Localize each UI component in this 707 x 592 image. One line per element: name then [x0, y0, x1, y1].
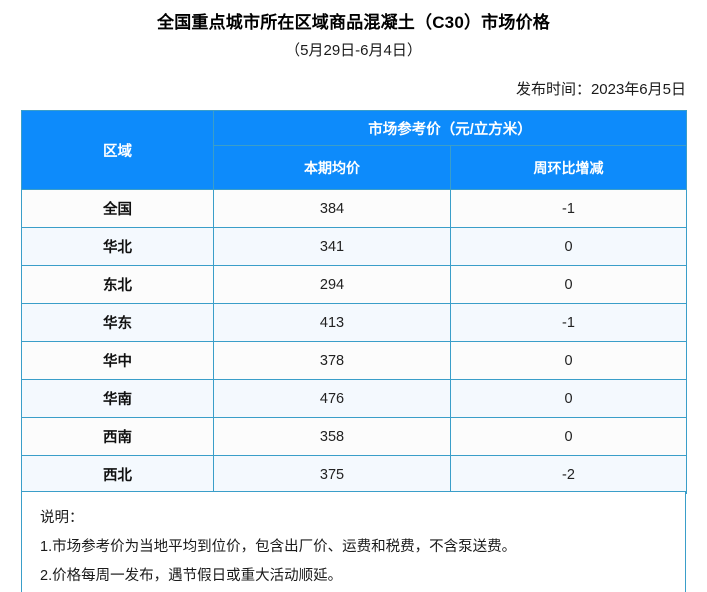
table-row: 东北 294 0 — [21, 265, 687, 304]
page-subtitle: （5月29日-6月4日） — [285, 42, 422, 59]
cell-region: 华南 — [21, 379, 214, 418]
table-row: 华东 413 -1 — [21, 303, 687, 342]
table-header: 区域 市场参考价（元/立方米） 本期均价 周环比增减 — [21, 110, 687, 190]
table-header-row-1: 区域 市场参考价（元/立方米） — [21, 110, 687, 190]
cell-current-average: 384 — [213, 189, 451, 228]
note-item-1: 1.市场参考价为当地平均到位价，包含出厂价、运费和税费，不含泵送费。 — [40, 539, 517, 555]
cell-region: 全国 — [21, 189, 214, 228]
cell-week-change: 0 — [450, 341, 687, 380]
cell-region: 华中 — [21, 341, 214, 380]
table-row: 全国 384 -1 — [21, 189, 687, 228]
table-row: 华中 378 0 — [21, 341, 687, 380]
table-row: 华南 476 0 — [21, 379, 687, 418]
title-block: 全国重点城市所在区域商品混凝土（C30）市场价格 （5月29日-6月4日） — [0, 0, 707, 62]
cell-week-change: 0 — [450, 379, 687, 418]
table-header-row-2: 本期均价 周环比增减 — [22, 145, 687, 190]
table-body: 全国 384 -1 华北 341 0 东北 294 0 华东 413 -1 华中 378 0 华南 476 0 西南… — [21, 189, 687, 494]
cell-current-average: 476 — [213, 379, 451, 418]
cell-current-average: 341 — [213, 227, 451, 266]
cell-week-change: -1 — [450, 189, 687, 228]
cell-region: 东北 — [21, 265, 214, 304]
page-title: 全国重点城市所在区域商品混凝土（C30）市场价格 — [157, 13, 550, 32]
notes-heading: 说明： — [40, 510, 84, 526]
column-header-market-price-group: 市场参考价（元/立方米） — [213, 110, 687, 146]
notes-box: 说明： 1.市场参考价为当地平均到位价，包含出厂价、运费和税费，不含泵送费。 2… — [21, 491, 686, 592]
cell-week-change: 0 — [450, 227, 687, 266]
column-header-week-change: 周环比增减 — [450, 145, 687, 190]
cell-current-average: 375 — [213, 455, 451, 494]
table-row: 华北 341 0 — [21, 227, 687, 266]
cell-week-change: 0 — [450, 417, 687, 456]
table-row: 西北 375 -2 — [21, 455, 687, 494]
cell-region: 华东 — [21, 303, 214, 342]
cell-current-average: 378 — [213, 341, 451, 380]
cell-region: 西南 — [21, 417, 214, 456]
cell-region: 华北 — [21, 227, 214, 266]
cell-current-average: 294 — [213, 265, 451, 304]
cell-week-change: -2 — [450, 455, 687, 494]
cell-week-change: -1 — [450, 303, 687, 342]
cell-current-average: 358 — [213, 417, 451, 456]
note-item-2: 2.价格每周一发布，遇节假日或重大活动顺延。 — [40, 568, 343, 584]
price-table: 区域 市场参考价（元/立方米） 本期均价 周环比增减 全国 384 -1 华北 341 0… — [21, 110, 687, 494]
price-table-container: 区域 市场参考价（元/立方米） 本期均价 周环比增减 全国 384 -1 华北 341 0… — [21, 110, 687, 494]
cell-week-change: 0 — [450, 265, 687, 304]
column-header-region: 区域 — [21, 110, 214, 190]
cell-current-average: 413 — [213, 303, 451, 342]
publish-date: 发布时间：2023年6月5日 — [515, 81, 686, 98]
table-row: 西南 358 0 — [21, 417, 687, 456]
cell-region: 西北 — [21, 455, 214, 494]
column-header-current-average: 本期均价 — [213, 145, 451, 190]
